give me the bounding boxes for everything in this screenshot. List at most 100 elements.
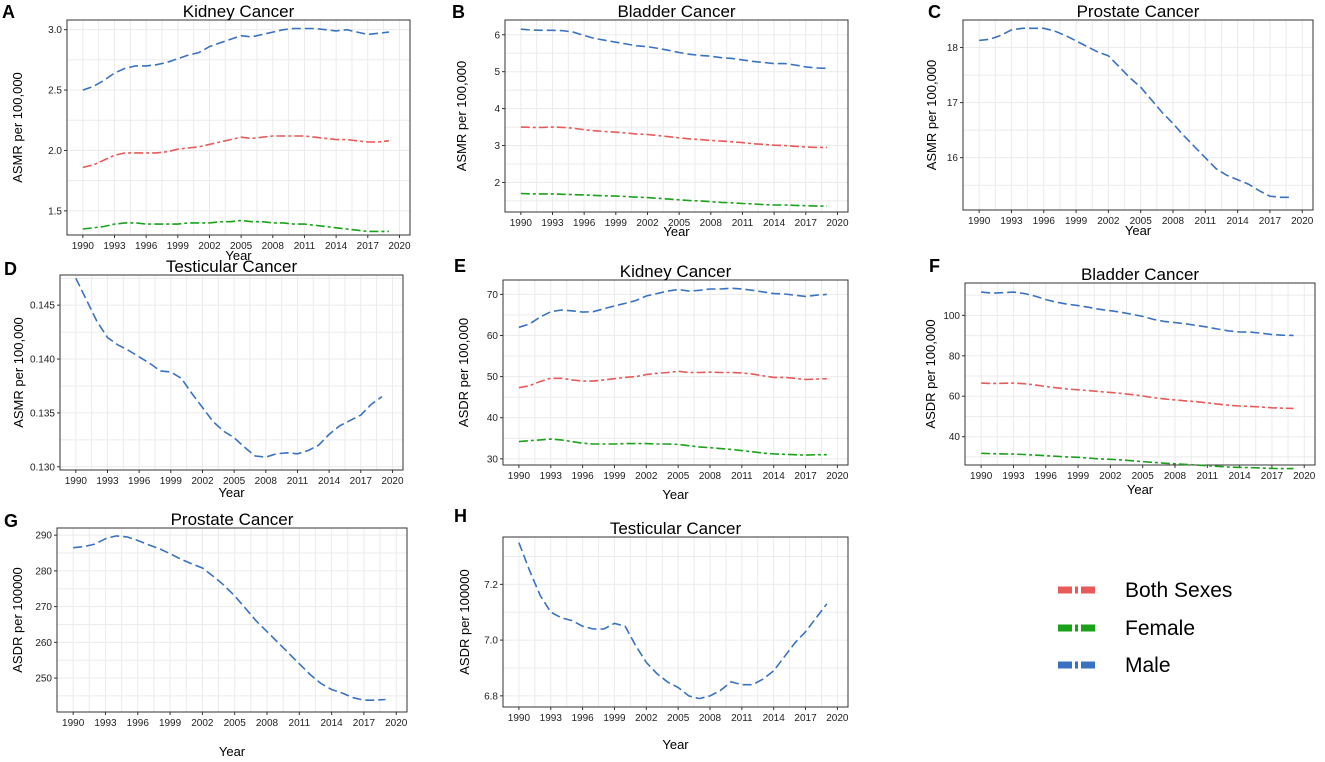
x-tick-label: 1993 <box>541 218 564 229</box>
y-tick-label: 250 <box>35 674 52 685</box>
panel-letter-f: F <box>929 256 940 276</box>
y-tick-label: 3 <box>494 141 500 152</box>
x-tick-label: 1990 <box>970 471 993 482</box>
y-tick-label: 17 <box>947 98 959 109</box>
y-tick-label: 6.8 <box>484 691 498 702</box>
x-tick-label: 2008 <box>256 718 279 729</box>
x-tick-label: 1993 <box>540 471 563 482</box>
x-tick-label: 2011 <box>294 241 316 252</box>
y-tick-label: 280 <box>35 566 52 577</box>
legend: Both Sexes Female Male <box>1058 579 1232 677</box>
x-tick-label: 2014 <box>1226 216 1249 227</box>
panel-title-h: Testicular Cancer <box>610 519 742 538</box>
x-tick-label: 1996 <box>127 718 150 729</box>
x-tick-label: 2017 <box>1261 471 1284 482</box>
x-tick-label: 2014 <box>763 218 786 229</box>
y-tick-label: 290 <box>35 531 52 542</box>
panel-letter-g: G <box>4 511 18 531</box>
series-line-male <box>82 27 389 91</box>
x-tick-label: 2008 <box>1164 471 1187 482</box>
x-tick-label: 2017 <box>795 218 818 229</box>
series-line-female <box>82 219 389 233</box>
panel-h: 1990 1993 1996 1999 2002 2005 2008 2011 2014 2017… <box>454 506 849 752</box>
x-tick-label: 1999 <box>603 471 626 482</box>
y-tick-label: 260 <box>35 638 52 649</box>
series-line-female <box>981 452 1294 470</box>
grid-f <box>965 283 1315 465</box>
panel-title-d: Testicular Cancer <box>166 257 298 276</box>
x-tick-label: 1993 <box>96 476 119 487</box>
x-tick-label: 2005 <box>230 241 253 252</box>
series-line-both-sexes <box>981 382 1294 410</box>
y-axis-label-h: ASDR per 100000 <box>457 569 472 675</box>
x-tick-label: 2014 <box>763 471 786 482</box>
panel-e: 1990 1993 1996 1999 2002 2005 2008 2011 2014 2017… <box>454 256 849 502</box>
y-axis-label-d: ASMR per 100,000 <box>11 317 26 428</box>
legend-label-both-sexes: Both Sexes <box>1125 579 1232 602</box>
x-tick-label: 1990 <box>510 218 533 229</box>
panel-c: 1990 1993 1996 1999 2002 2005 2008 2011 2014 2017… <box>924 2 1314 238</box>
plot-area-h <box>503 537 848 707</box>
y-tick-label: 6 <box>494 30 500 41</box>
y-tick-label: 4 <box>494 104 500 115</box>
grid-h <box>503 537 848 707</box>
x-tick-label: 2005 <box>668 218 691 229</box>
series-line-both-sexes <box>82 135 389 169</box>
panel-letter-a: A <box>2 2 15 22</box>
x-tick-label: 1999 <box>605 218 628 229</box>
x-tick-label: 2014 <box>325 241 348 252</box>
x-tick-label: 1993 <box>94 718 117 729</box>
panel-letter-b: B <box>452 2 465 22</box>
x-tick-label: 2002 <box>1097 216 1120 227</box>
plot-frame-a <box>66 19 411 236</box>
plot-frame-d <box>59 274 404 471</box>
y-tick-label: 270 <box>35 602 52 613</box>
x-tick-label: 1993 <box>540 713 563 724</box>
x-tick-label: 2020 <box>381 476 404 487</box>
y-axis-label-f: ASDR per 100,000 <box>923 319 938 428</box>
y-tick-label: 40 <box>487 413 499 424</box>
x-tick-label: 2017 <box>794 471 817 482</box>
panel-title-c: Prostate Cancer <box>1077 2 1200 21</box>
plot-frame-c <box>962 19 1314 211</box>
x-tick-label: 2005 <box>667 471 690 482</box>
x-tick-label: 2014 <box>318 476 341 487</box>
series-line-male <box>518 287 827 329</box>
x-tick-label: 2005 <box>1132 471 1155 482</box>
x-tick-label: 2002 <box>191 718 214 729</box>
panel-letter-d: D <box>4 259 17 279</box>
panel-f: 1990 1993 1996 1999 2002 2005 2008 2011 2014 2017… <box>923 256 1316 497</box>
grid-a <box>67 20 410 235</box>
panel-title-f: Bladder Cancer <box>1081 265 1199 284</box>
y-tick-label: 2.5 <box>48 86 62 97</box>
x-tick-label: 2005 <box>224 718 247 729</box>
x-tick-label: 1990 <box>62 718 85 729</box>
x-tick-label: 1990 <box>65 476 88 487</box>
x-tick-label: 2020 <box>385 718 408 729</box>
x-tick-label: 2017 <box>357 241 380 252</box>
y-tick-label: 70 <box>487 290 499 301</box>
plot-frame-e <box>502 279 849 466</box>
x-axis-label-h: Year <box>662 737 689 752</box>
panel-a: 1990 1993 1996 1999 2002 2005 2008 2011 2014 2017… <box>2 2 411 263</box>
panel-title-a: Kidney Cancer <box>183 2 295 21</box>
x-tick-label: 2002 <box>198 241 221 252</box>
x-tick-label: 1993 <box>1002 471 1025 482</box>
x-tick-label: 1996 <box>1035 471 1058 482</box>
plot-area-d <box>60 275 403 470</box>
x-tick-label: 2017 <box>350 476 373 487</box>
series-line-male <box>981 291 1294 337</box>
y-tick-label: 0.130 <box>30 462 55 473</box>
x-tick-label: 2014 <box>763 713 786 724</box>
x-tick-label: 2011 <box>287 476 309 487</box>
x-tick-label: 1990 <box>968 216 991 227</box>
x-tick-label: 1990 <box>72 241 95 252</box>
x-tick-label: 2020 <box>826 471 849 482</box>
x-tick-label: 2005 <box>223 476 246 487</box>
x-tick-label: 2002 <box>635 471 658 482</box>
series-line-female <box>520 192 827 207</box>
x-tick-label: 2002 <box>636 218 659 229</box>
x-tick-label: 1999 <box>1067 471 1090 482</box>
x-axis-label-f: Year <box>1127 482 1154 497</box>
